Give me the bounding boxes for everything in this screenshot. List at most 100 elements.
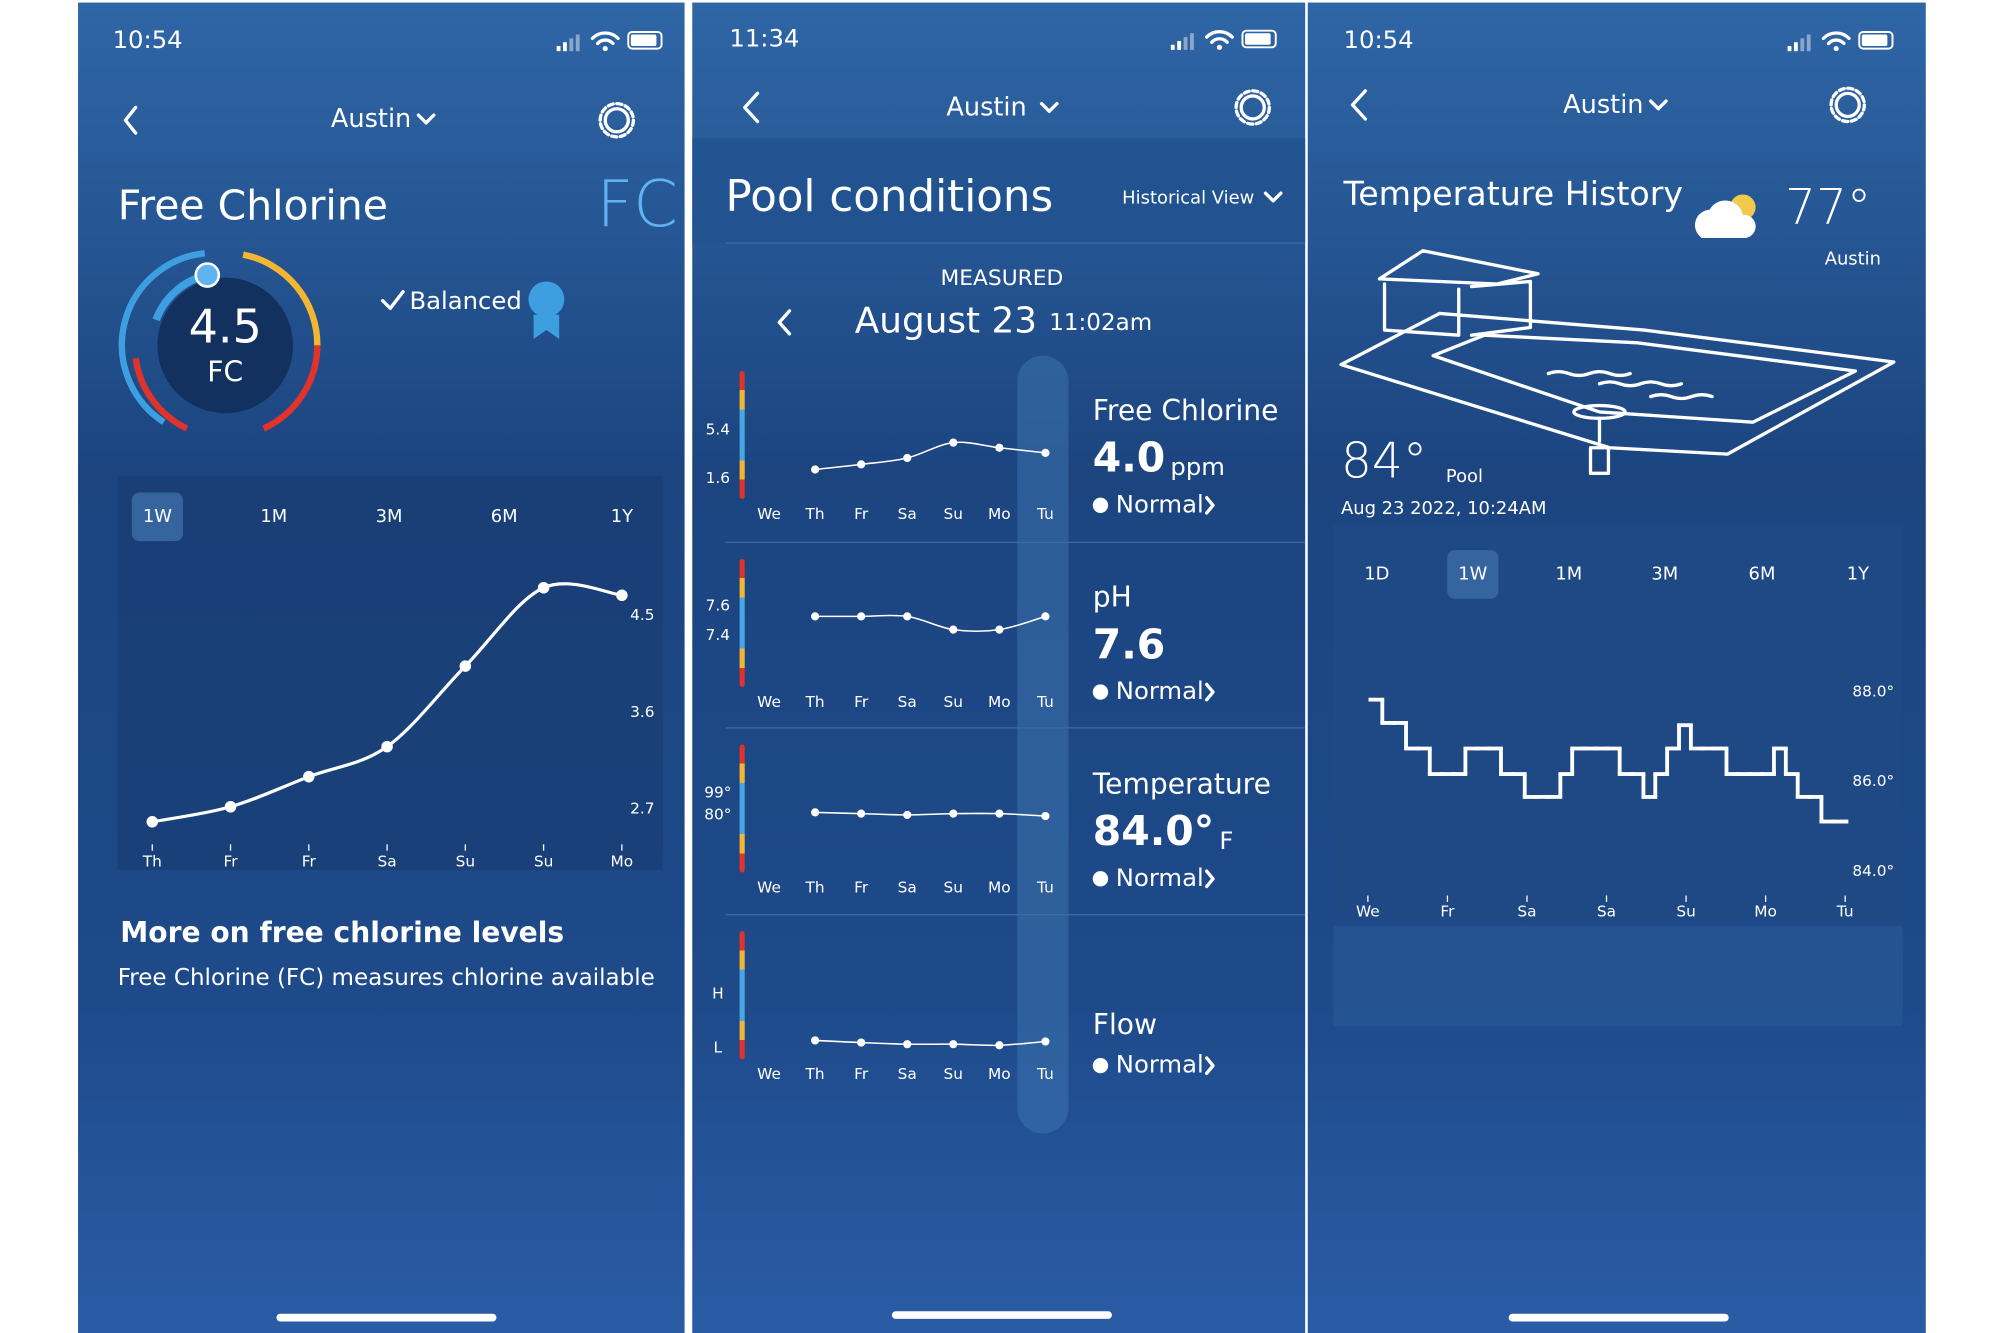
settings-icon[interactable] (603, 107, 630, 134)
y-tick-label: 86.0° (1852, 772, 1894, 790)
metric-status[interactable]: Normal (1116, 489, 1204, 518)
tab[interactable]: 1Y (1847, 563, 1869, 584)
tab[interactable]: 1W (143, 506, 172, 527)
x-tick-label: Th (805, 505, 825, 523)
check-icon (380, 290, 405, 310)
spark-point (903, 612, 912, 621)
wifi-icon (1204, 30, 1234, 44)
x-tick-label: We (757, 878, 781, 896)
chevron (1204, 495, 1215, 515)
x-tick-label: Fr (854, 693, 869, 711)
chevron (1204, 869, 1215, 889)
metric-status[interactable]: Normal (1116, 1050, 1204, 1079)
back-button[interactable] (1350, 89, 1367, 121)
signal-bar (1800, 38, 1805, 52)
spark-point (1041, 448, 1050, 457)
gauge-arc (118, 250, 206, 425)
fc-point (224, 800, 237, 813)
battery-icon (1858, 31, 1894, 50)
x-tick-label: Su (944, 505, 963, 523)
metric-value: 4.0 (1093, 434, 1166, 482)
spark-point (811, 1036, 820, 1045)
metric-status[interactable]: Normal (1116, 676, 1204, 705)
metric-status[interactable]: Normal (1116, 863, 1204, 892)
fc-point (381, 740, 393, 753)
x-tick-label: Sa (898, 1065, 917, 1083)
tab[interactable]: 6M (491, 506, 518, 527)
spark-point (995, 1041, 1004, 1050)
dropdown-icon (1649, 99, 1668, 111)
x-tick-label: Sa (898, 505, 917, 523)
tab[interactable]: 1M (1555, 563, 1582, 584)
tab[interactable]: 6M (1749, 563, 1776, 584)
y-tick-label: H (712, 985, 724, 1003)
chart-card (1333, 524, 1903, 922)
status-dot (1092, 497, 1109, 513)
battery-level (630, 34, 657, 47)
x-tick-label: Sa (1597, 903, 1616, 921)
settings-icon[interactable] (1834, 91, 1861, 119)
metric-name: pH (1093, 581, 1132, 614)
fc-point (537, 581, 550, 594)
reading: 4.5 (189, 300, 262, 354)
y-tick-label: 7.6 (706, 597, 730, 615)
location[interactable]: Austin (331, 104, 411, 134)
prev-button[interactable] (777, 309, 792, 336)
tab[interactable]: 3M (1651, 563, 1678, 584)
y-tick-label: 5.4 (706, 420, 730, 438)
metric-unit: F (1219, 826, 1233, 855)
range-bar (739, 370, 745, 499)
x-tick-label: Tu (1036, 505, 1054, 523)
battery-icon (627, 31, 663, 50)
status: Balanced (409, 286, 521, 315)
signal-bar (1793, 42, 1798, 52)
chevron (1204, 682, 1215, 702)
tab[interactable]: 1Y (611, 506, 633, 527)
x-tick-label: We (1356, 903, 1380, 921)
tab[interactable]: 1D (1364, 563, 1389, 584)
tab[interactable]: 3M (376, 506, 403, 527)
y-tick-label: 4.5 (630, 606, 654, 624)
tab[interactable]: 1M (260, 506, 287, 527)
tab[interactable]: 1W (1458, 563, 1487, 584)
metric-unit: ppm (1170, 452, 1225, 481)
location[interactable]: Austin (1563, 90, 1643, 120)
tab-selected (1447, 550, 1499, 599)
x-tick-label: Tu (1036, 878, 1054, 896)
spark-point (811, 612, 820, 621)
y-tick-label: 1.6 (706, 469, 730, 487)
range-bar (739, 559, 745, 687)
view-selector[interactable]: Historical View (1122, 187, 1254, 208)
back-button[interactable] (743, 91, 760, 124)
x-tick-label: Su (1676, 903, 1695, 921)
spark-point (949, 1040, 958, 1049)
spark-point (857, 460, 866, 469)
x-tick-label: Sa (377, 853, 396, 871)
metric-name: Flow (1093, 1008, 1157, 1041)
fc-point (303, 770, 315, 783)
weather-city: Austin (1825, 249, 1881, 270)
x-tick-label: Th (805, 1065, 825, 1083)
pool-label: Pool (1446, 466, 1483, 487)
x-tick-label: We (757, 693, 781, 711)
back-button[interactable] (123, 105, 138, 135)
settings-icon[interactable] (1239, 94, 1266, 121)
screen-title: Pool conditions (726, 172, 1054, 222)
dropdown-icon (416, 113, 436, 125)
x-tick-label: Sa (898, 693, 917, 711)
x-tick-label: Tu (1836, 903, 1854, 921)
signal-bar (1806, 34, 1811, 52)
fc-point (616, 589, 628, 602)
badge-ribbon (533, 314, 560, 340)
location[interactable]: Austin (946, 93, 1026, 123)
screen-title: Temperature History (1343, 174, 1684, 213)
metric-value: 84.0° (1093, 807, 1214, 855)
spark-point (811, 808, 820, 817)
wifi-icon (590, 31, 620, 46)
tab-selected (131, 492, 183, 542)
spark-point (1041, 1037, 1050, 1046)
spark-point (857, 809, 866, 818)
spark-point (995, 625, 1004, 634)
signal-bar (1190, 33, 1194, 50)
